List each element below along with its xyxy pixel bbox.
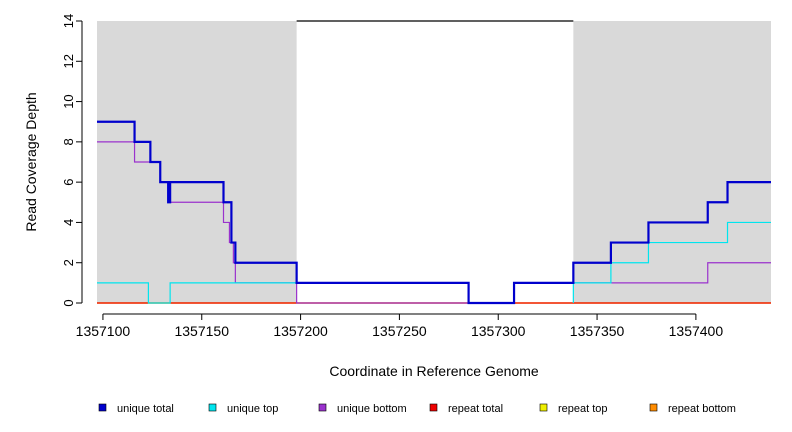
- legend-label: unique bottom: [337, 403, 407, 415]
- y-tick-label: 4: [61, 219, 76, 226]
- legend-label: unique total: [117, 403, 174, 415]
- legend-swatch: [318, 403, 327, 412]
- legend-label: repeat top: [558, 403, 608, 415]
- legend-label: repeat total: [448, 403, 503, 415]
- shaded-region: [97, 21, 297, 303]
- x-tick-label: 1357100: [76, 323, 131, 339]
- axes: 0 2 4 6 8 10 12 14 1357100 1357150 1357200 1357250 1…: [61, 14, 723, 339]
- series-line-unique-total: [97, 120, 771, 305]
- series-lines: [97, 120, 771, 305]
- y-tick-label: 6: [61, 179, 76, 186]
- shaded-regions: [97, 21, 771, 303]
- legend-swatch: [98, 403, 107, 412]
- y-axis-label: Read Coverage Depth: [23, 92, 39, 231]
- shaded-region: [573, 21, 771, 303]
- x-tick-label: 1357350: [570, 323, 625, 339]
- legend-label: unique top: [227, 403, 278, 415]
- y-tick-label: 12: [61, 54, 76, 68]
- x-tick-label: 1357300: [471, 323, 526, 339]
- legend-swatch: [539, 403, 548, 412]
- legend-swatch: [429, 403, 438, 412]
- x-tick-label: 1357150: [174, 323, 229, 339]
- y-tick-label: 2: [61, 259, 76, 266]
- y-tick-label: 14: [61, 14, 76, 28]
- y-tick-label: 8: [61, 138, 76, 145]
- y-tick-label: 10: [61, 94, 76, 108]
- x-tick-label: 1357200: [273, 323, 328, 339]
- y-tick-label: 0: [61, 299, 76, 306]
- legend-label: repeat bottom: [668, 403, 736, 415]
- legend: unique total unique top unique bottom repea…: [98, 403, 736, 415]
- legend-swatch: [649, 403, 658, 412]
- x-axis-label: Coordinate in Reference Genome: [329, 363, 539, 379]
- legend-swatch: [208, 403, 217, 412]
- x-tick-label: 1357250: [372, 323, 427, 339]
- x-tick-label: 1357400: [669, 323, 724, 339]
